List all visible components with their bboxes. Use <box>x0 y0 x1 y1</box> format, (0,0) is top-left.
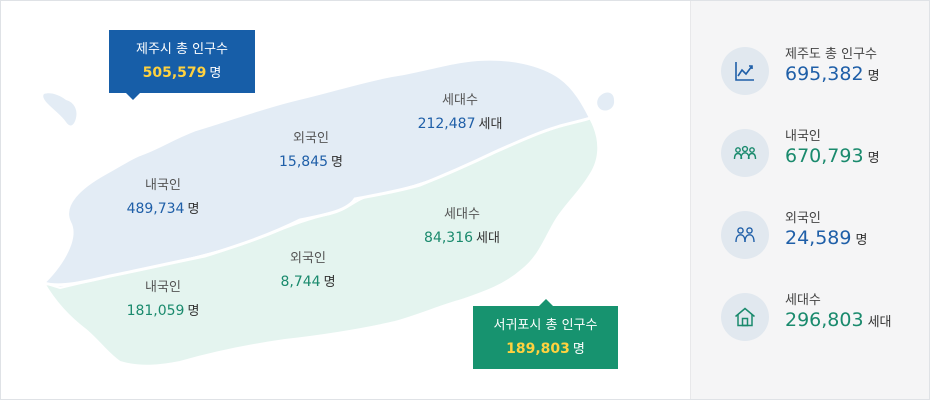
jeju-si-total-value: 505,579 <box>142 65 207 82</box>
seogwipo-si-foreigners-unit: 명 <box>323 274 336 290</box>
jeju-si-foreigners-label: 외국인 <box>293 131 329 146</box>
jeju-island-map <box>41 58 615 367</box>
jeju-si-households-unit: 세대 <box>478 116 503 132</box>
jeju-si-total-title: 제주시 총 인구수 <box>136 42 228 57</box>
summary-total-value: 695,382 <box>785 63 864 85</box>
summary-households-value: 296,803 <box>785 309 864 331</box>
jeju-si-locals: 내국인 489,734 명 <box>116 177 210 220</box>
seogwipo-si-locals-value: 181,059 <box>126 302 185 319</box>
jeju-si-households-value: 212,487 <box>417 115 476 132</box>
summary-households-label: 세대수 <box>785 293 821 308</box>
seogwipo-si-households-value: 84,316 <box>424 229 474 246</box>
jeju-si-households: 세대수 212,487 세대 <box>410 92 510 135</box>
summary-total-population: 제주도 총 인구수 695,382 명 <box>721 39 921 99</box>
seogwipo-si-total-value: 189,803 <box>506 341 570 358</box>
people-group-icon <box>721 129 769 177</box>
seogwipo-si-total-callout: 서귀포시 총 인구수 189,803 명 <box>473 299 618 369</box>
seogwipo-si-locals-label: 내국인 <box>145 280 181 295</box>
summary-total-unit: 명 <box>867 69 880 84</box>
city-boundary-line <box>43 116 591 287</box>
line-chart-icon <box>721 47 769 95</box>
summary-foreigners: 외국인 24,589 명 <box>721 203 921 263</box>
house-icon <box>721 293 769 341</box>
seogwipo-si-foreigners-value: 8,744 <box>280 273 321 290</box>
seogwipo-si-foreigners: 외국인 8,744 명 <box>268 250 348 293</box>
seogwipo-si-total-title: 서귀포시 총 인구수 <box>493 318 598 333</box>
summary-locals-unit: 명 <box>867 151 880 166</box>
jeju-si-locals-label: 내국인 <box>145 178 181 193</box>
summary-locals-label: 내국인 <box>785 129 821 144</box>
jeju-si-total-callout: 제주시 총 인구수 505,579 명 <box>109 30 255 100</box>
seogwipo-si-households-unit: 세대 <box>476 230 500 246</box>
summary-foreigners-value: 24,589 <box>785 227 852 249</box>
summary-total-label: 제주도 총 인구수 <box>785 47 877 62</box>
jeju-si-foreigners: 외국인 15,845 명 <box>266 130 356 173</box>
jeju-si-locals-unit: 명 <box>187 201 200 217</box>
seogwipo-si-total-unit: 명 <box>572 342 585 358</box>
seogwipo-si-households-label: 세대수 <box>444 207 480 222</box>
jeju-si-foreigners-value: 15,845 <box>279 153 329 170</box>
seogwipo-si-locals-unit: 명 <box>187 303 200 319</box>
seogwipo-si-foreigners-label: 외국인 <box>290 251 326 266</box>
summary-sidebar: 제주도 총 인구수 695,382 명 내국인 670,793 명 <box>690 1 929 399</box>
seogwipo-si-households: 세대수 84,316 세대 <box>412 206 512 249</box>
islet-biyangdo <box>43 93 77 126</box>
jeju-map-area: 제주시 총 인구수 505,579 명 세대수 212,487 세대 외국인 15,… <box>41 30 618 369</box>
jeju-si-locals-value: 489,734 <box>126 200 185 217</box>
islet-udo <box>597 92 615 111</box>
summary-locals: 내국인 670,793 명 <box>721 121 921 181</box>
summary-locals-value: 670,793 <box>785 145 864 167</box>
seogwipo-si-locals: 내국인 181,059 명 <box>116 279 210 322</box>
summary-households-unit: 세대 <box>867 315 892 330</box>
jeju-si-households-label: 세대수 <box>442 93 478 108</box>
jeju-si-foreigners-unit: 명 <box>331 154 343 170</box>
summary-foreigners-label: 외국인 <box>785 211 821 226</box>
summary-households: 세대수 296,803 세대 <box>721 285 921 345</box>
jeju-si-total-unit: 명 <box>209 66 222 82</box>
people-pair-icon <box>721 211 769 259</box>
summary-foreigners-unit: 명 <box>855 233 868 248</box>
